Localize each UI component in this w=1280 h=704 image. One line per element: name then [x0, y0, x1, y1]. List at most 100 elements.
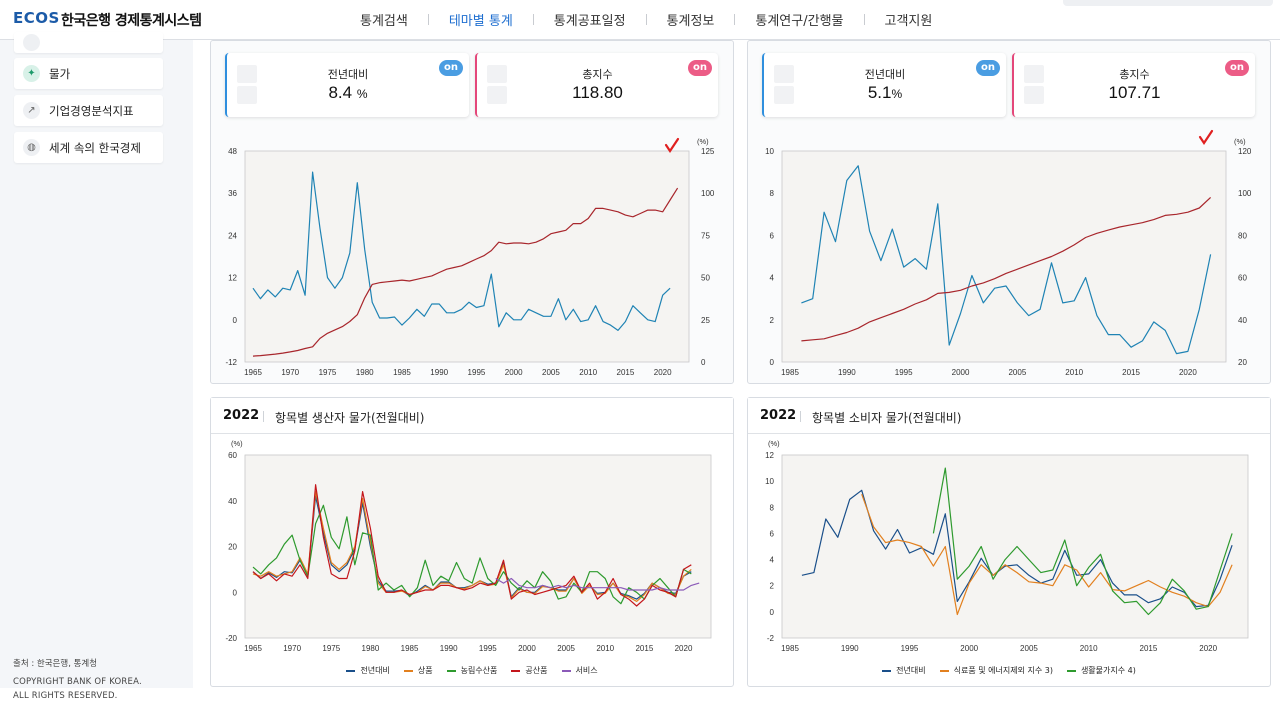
legend-item[interactable]: 상품: [403, 665, 433, 676]
bar-chart-icon[interactable]: [487, 86, 507, 104]
legend-item[interactable]: 공산품: [511, 665, 548, 676]
cpi-index-value: 107.71: [1108, 83, 1161, 102]
ppi-index-card[interactable]: 총지수 118.80 on: [475, 53, 718, 117]
x-tick-label: 1995: [895, 368, 913, 377]
nav-item-4[interactable]: 통계연구/간행물: [755, 14, 844, 29]
ppi-items-chart[interactable]: -20 0 20 40 60 (%) 1965 1970 1975 1980 1985 1990 199…: [211, 398, 735, 688]
bar-chart-icon[interactable]: [774, 86, 794, 104]
tag-icon: ✦: [23, 65, 40, 82]
y-tick-label: 40: [228, 497, 237, 506]
checkmark-annotation: [1198, 129, 1214, 145]
legend-item[interactable]: 식료품 및 에너지제외 지수 3): [939, 665, 1053, 676]
cpi-yoy-toggle[interactable]: on: [976, 60, 1000, 76]
cpi-items-panel: 2022 항목별 소비자 물가(전월대비) -2 0 2 4 6 8 10 12 (%) 1985…: [747, 397, 1271, 687]
x-tick-label: 2000: [960, 644, 978, 653]
x-tick-label: 2020: [675, 644, 693, 653]
legend-item[interactable]: 농림수산품: [446, 665, 497, 676]
cpi-yoy-value: 5.1%: [867, 83, 903, 102]
line-chart-icon[interactable]: [1024, 65, 1044, 83]
series-line-0: [252, 171, 671, 331]
sidebar-item-business[interactable]: ↗ 기업경영분석지표: [14, 95, 163, 126]
nav-separator: [863, 14, 865, 25]
copyright-line-1: COPYRIGHT BANK OF KOREA.: [13, 677, 142, 687]
ppi-yoy-toggle[interactable]: on: [439, 60, 463, 76]
ppi-index-toggle[interactable]: on: [688, 60, 712, 76]
y2-tick-label: 120: [1238, 147, 1252, 156]
globe-icon: ◍: [23, 139, 40, 156]
cpi-index-card[interactable]: 총지수 107.71 on: [1012, 53, 1255, 117]
legend-label: 공산품: [525, 666, 548, 675]
y2-tick-label: 0: [701, 358, 706, 367]
legend-swatch: [882, 669, 892, 672]
bar-chart-icon[interactable]: [237, 86, 257, 104]
ppi-main-chart[interactable]: -12 0 12 24 36 48 0 25 50 75 100 125(%) 1965 1970 1975…: [211, 41, 735, 385]
x-tick-label: 1980: [362, 644, 380, 653]
y-tick-label: 20: [228, 543, 237, 552]
y-tick-label: 12: [765, 451, 774, 460]
y-unit-label: (%): [231, 439, 243, 448]
x-tick-label: 2000: [952, 368, 970, 377]
x-tick-label: 2010: [1065, 368, 1083, 377]
main-nav: 통계검색 테마별 통계 통계공표일정 통계정보 통계연구/간행물 고객지원: [340, 10, 952, 29]
y-tick-label: 0: [233, 588, 238, 597]
main-content: 전년대비 8.4 % on 총지수 118.80 on -12 0 12 24 36 48…: [193, 40, 1280, 688]
y-tick-label: 4: [770, 274, 775, 283]
site-title[interactable]: 한국은행 경제통계시스템: [61, 13, 202, 29]
x-tick-label: 2005: [542, 368, 560, 377]
y2-tick-label: 100: [1238, 189, 1252, 198]
series-line-0: [801, 489, 1233, 608]
x-tick-label: 1965: [244, 368, 262, 377]
sidebar-item-partial[interactable]: [14, 32, 163, 53]
ppi-yoy-card[interactable]: 전년대비 8.4 % on: [225, 53, 469, 117]
x-tick-label: 1990: [430, 368, 448, 377]
line-chart-icon[interactable]: [487, 65, 507, 83]
nav-item-0[interactable]: 통계검색: [360, 14, 408, 29]
plot-area: [781, 454, 1249, 639]
x-tick-label: 1980: [356, 368, 374, 377]
cpi-index-toggle[interactable]: on: [1225, 60, 1249, 76]
cpi-yoy-card[interactable]: 전년대비 5.1% on: [762, 53, 1006, 117]
y2-tick-label: 125: [701, 147, 715, 156]
y-tick-label: 0: [233, 316, 238, 325]
legend-swatch: [561, 669, 571, 672]
legend-label: 전년대비: [360, 666, 390, 675]
legend-item[interactable]: 생활물가지수 4): [1066, 665, 1136, 676]
sidebar-item-prices[interactable]: ✦ 물가: [14, 58, 163, 89]
series-line-0: [801, 165, 1212, 355]
cpi-main-chart[interactable]: 0 2 4 6 8 10 20 40 60 80 100 120(%) 1985 1990 1995 2000…: [748, 41, 1272, 385]
line-chart-icon[interactable]: [237, 65, 257, 83]
y-tick-label: 10: [765, 477, 774, 486]
x-tick-label: 1970: [281, 368, 299, 377]
nav-item-5[interactable]: 고객지원: [884, 14, 933, 29]
legend-swatch: [446, 669, 456, 672]
x-tick-label: 2020: [654, 368, 672, 377]
x-tick-label: 2010: [1080, 644, 1098, 653]
y-tick-label: 2: [770, 316, 775, 325]
y-tick-label: 4: [770, 556, 775, 565]
bar-chart-icon[interactable]: [1024, 86, 1044, 104]
line-chart-icon[interactable]: [774, 65, 794, 83]
checkmark-annotation: [664, 137, 680, 153]
y2-tick-label: 50: [701, 274, 710, 283]
nav-item-3[interactable]: 통계정보: [666, 14, 715, 29]
nav-item-1[interactable]: 테마별 통계: [448, 14, 513, 29]
legend-label: 식료품 및 에너지제외 지수 3): [953, 666, 1053, 675]
ecos-logo[interactable]: ECOS: [13, 9, 60, 27]
sidebar: ✦ 물가 ↗ 기업경영분석지표 ◍ 세계 속의 한국경제 출처 : 한국은행, …: [0, 32, 193, 701]
sidebar-item-world[interactable]: ◍ 세계 속의 한국경제: [14, 132, 163, 163]
nav-item-2[interactable]: 통계공표일정: [553, 14, 626, 29]
legend-item[interactable]: 전년대비: [346, 665, 390, 676]
cpi-items-chart[interactable]: -2 0 2 4 6 8 10 12 (%) 1985 1990 1995 2000 2005 2010 20…: [748, 398, 1272, 688]
x-tick-label: 2010: [579, 368, 597, 377]
top-search-box[interactable]: [1063, 0, 1273, 6]
y-tick-label: 48: [228, 147, 237, 156]
y2-unit-label: (%): [697, 137, 709, 146]
legend-item[interactable]: 전년대비: [882, 665, 926, 676]
legend-item[interactable]: 서비스: [561, 665, 598, 676]
x-tick-label: 1990: [440, 644, 458, 653]
y2-tick-label: 20: [1238, 358, 1247, 367]
trend-icon: ↗: [23, 102, 40, 119]
y2-tick-label: 60: [1238, 274, 1247, 283]
nav-separator: [427, 14, 429, 25]
x-tick-label: 2015: [1140, 644, 1158, 653]
